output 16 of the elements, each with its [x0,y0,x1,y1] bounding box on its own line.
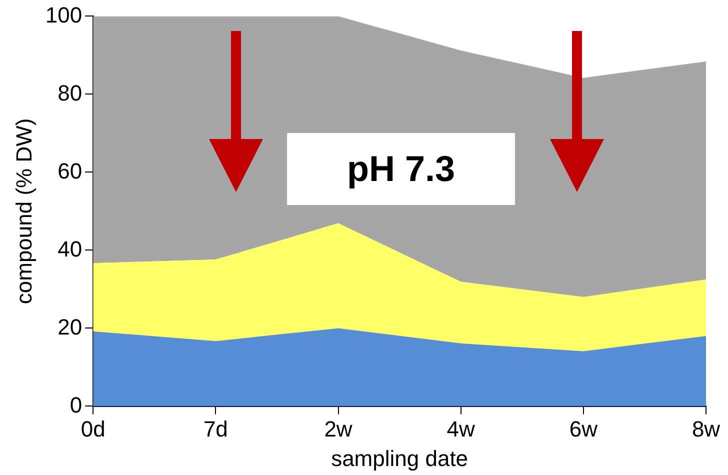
x-tick-label: 0d [80,416,106,442]
text-box: pH 7.3 [287,133,515,205]
y-tick-label: 60 [58,158,82,184]
x-tick-label: 7d [203,416,228,442]
y-axis-title: compound (% DW) [11,118,36,304]
y-tick-label: 0 [70,392,82,418]
x-tick-label: 2w [324,416,352,442]
annotation: pH 7.3 [346,148,456,190]
x-tick-label: 8w [692,416,720,442]
x-tick-label: 6w [569,416,598,442]
y-tick-label: 20 [58,314,82,340]
y-tick-label: 100 [45,2,82,28]
x-tick-label: 4w [446,416,476,442]
y-tick-label: 40 [58,236,82,262]
y-tick-label: 80 [58,80,82,106]
x-axis-title: sampling date [331,446,468,471]
